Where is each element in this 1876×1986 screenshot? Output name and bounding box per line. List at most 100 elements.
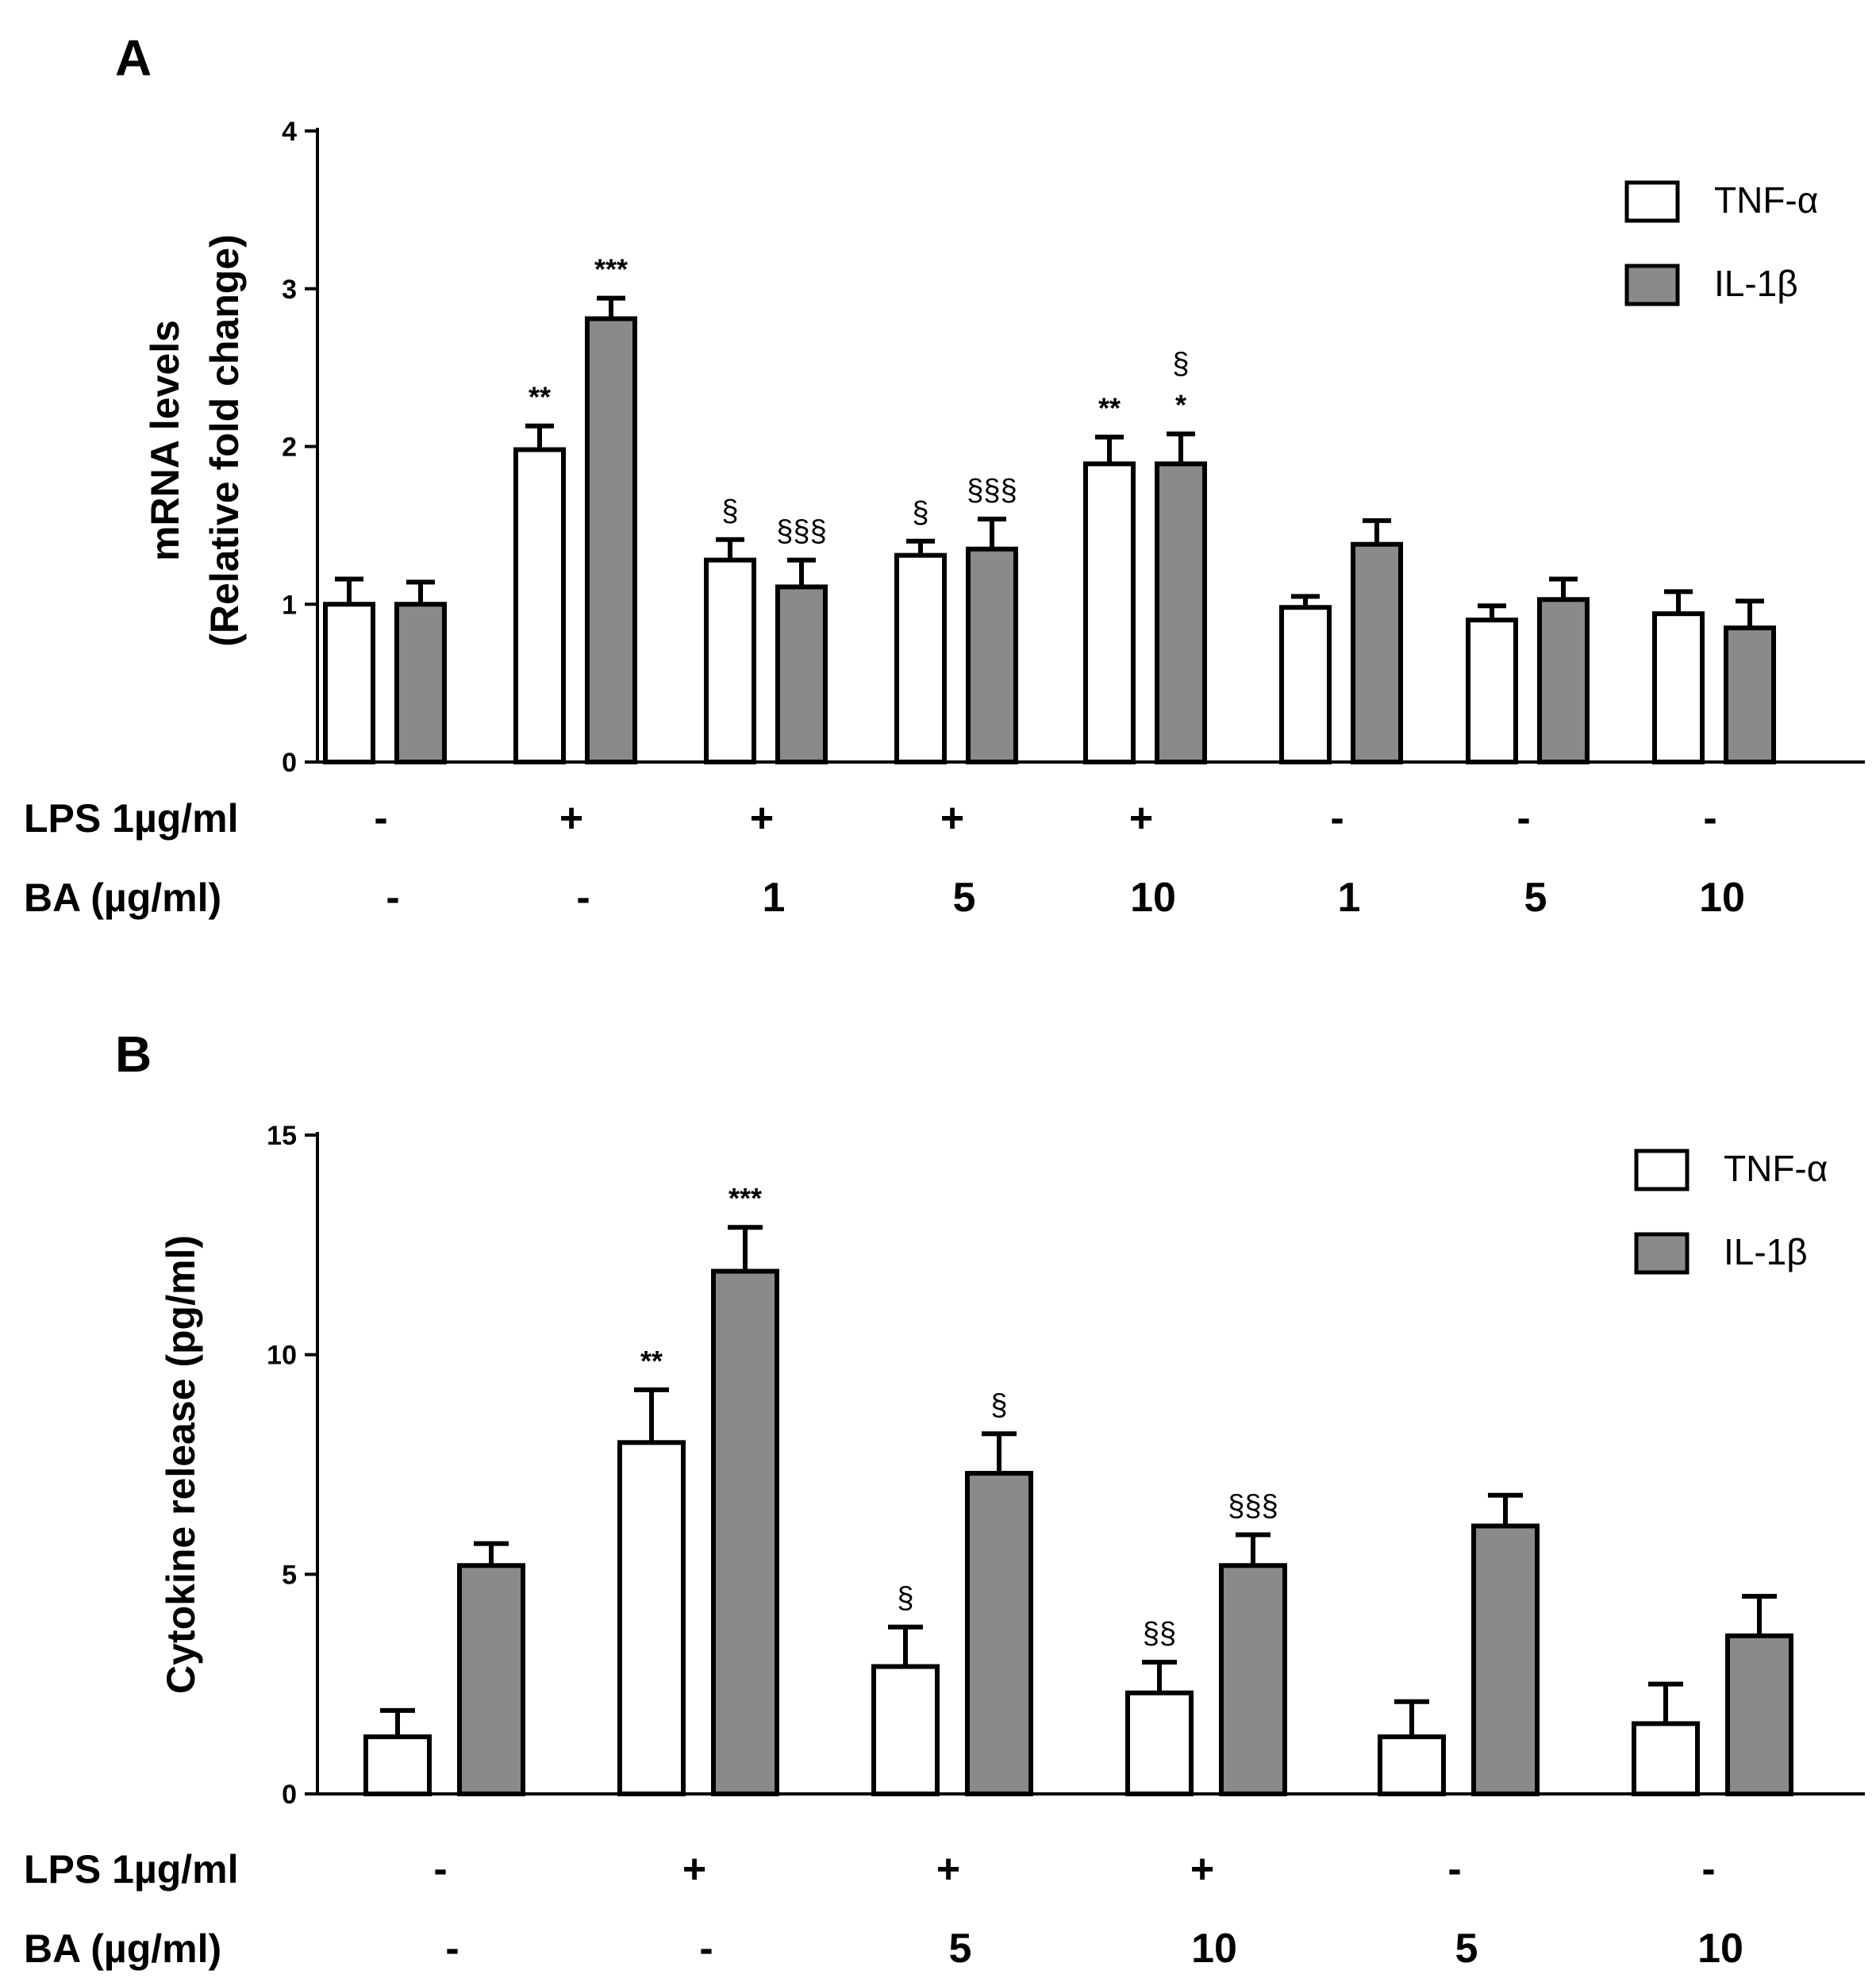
lps-value: + [936,1846,960,1892]
ba-value: 10 [1697,1926,1743,1972]
panel-a: A 0 1 2 3 4 mRNA levels (Relative fold change) T… [24,29,1865,921]
bar [513,447,566,764]
panel-letter: A [115,29,152,87]
ba-value: - [386,875,399,921]
legend-label: TNF-α [1714,179,1818,221]
bar [1279,605,1332,764]
y-axis-title: (Relative fold change) [202,234,247,647]
ba-value: 10 [1699,875,1745,921]
bar [1083,461,1136,764]
bar [1471,1523,1540,1796]
bar [894,552,947,764]
panel-b: B 0 5 10 15 Cytokine release (pg/ml) TNF-α IL-1… [24,1026,1865,1972]
ba-value: 10 [1130,875,1176,921]
lps-value: + [750,795,774,841]
ba-value: - [699,1926,713,1972]
lps-value: - [433,1846,447,1892]
significance-label: §§§ [1228,1490,1278,1523]
bar [363,1734,432,1796]
ba-value: 5 [949,1926,972,1972]
lps-value: - [1330,795,1344,841]
lps-value: - [374,795,387,841]
y-tick-label: 0 [282,748,297,778]
lps-value: + [1129,795,1153,841]
ba-value: 5 [953,875,976,921]
y-tick-label: 4 [282,117,297,147]
bar [1725,1633,1793,1797]
ba-value: - [445,1926,459,1972]
y-axis-title: mRNA levels [143,320,187,561]
bar [394,602,447,764]
bar [457,1563,525,1797]
ba-value: 1 [1338,875,1361,921]
y-tick-label: 5 [282,1560,297,1590]
bar [775,584,828,765]
significance-label: §§ [1143,1617,1176,1650]
y-tick-label: 0 [282,1780,297,1810]
legend-swatch [1624,264,1680,306]
ba-value: 5 [1455,1926,1478,1972]
bar [1155,461,1207,764]
condition-row-label: BA (µg/ml) [24,1926,221,1971]
bar [1724,625,1776,764]
ba-value: 1 [763,875,786,921]
lps-value: - [1701,1846,1715,1892]
panel-letter: B [115,1026,152,1083]
significance-label: § [990,1388,1007,1422]
ba-value: 10 [1191,1926,1237,1972]
bar [585,316,637,764]
y-tick-label: 2 [282,433,297,463]
legend-label: IL-1β [1724,1231,1808,1272]
condition-row-label: LPS 1µg/ml [24,796,239,841]
bar [1351,541,1403,764]
significance-label: § [1172,348,1189,381]
legend-swatch [1634,1149,1690,1191]
y-axis-title: Cytokine release (pg/ml) [159,1235,203,1694]
bar [1466,618,1518,764]
significance-label: *** [594,253,628,286]
significance-label: * [1175,389,1186,421]
significance-label: §§§ [776,515,826,548]
bar [704,557,756,764]
bar [323,602,375,764]
significance-label: *** [728,1182,762,1214]
bar [1632,1721,1700,1796]
y-tick-label: 1 [282,590,297,620]
bar [1652,611,1705,764]
bar [1378,1734,1446,1796]
significance-label: ** [529,381,551,414]
significance-label: ** [1098,392,1121,425]
bar [1537,597,1590,764]
lps-value: + [940,795,964,841]
significance-label: § [897,1582,913,1615]
lps-value: - [1703,795,1716,841]
bar [617,1440,686,1797]
lps-value: + [682,1846,706,1892]
lps-value: - [1517,795,1530,841]
legend-label: TNF-α [1724,1148,1828,1189]
significance-label: ** [640,1345,663,1377]
lps-value: + [559,795,583,841]
significance-label: § [721,495,738,528]
ba-value: 5 [1524,875,1547,921]
condition-row-label: BA (µg/ml) [24,876,221,920]
ba-value: - [576,875,590,921]
significance-label: §§§ [967,474,1017,507]
y-tick-label: 3 [282,275,297,305]
significance-label: § [912,496,928,529]
condition-row-label: LPS 1µg/ml [24,1847,239,1892]
bar [1125,1690,1194,1797]
legend-label: IL-1β [1714,263,1798,304]
y-tick-label: 15 [267,1121,297,1151]
bar [965,1471,1033,1796]
y-tick-label: 10 [267,1341,297,1371]
bar [966,546,1018,764]
bar [871,1664,940,1797]
legend-swatch [1624,180,1680,223]
bar [1219,1563,1287,1797]
lps-value: - [1447,1846,1461,1892]
lps-value: + [1190,1846,1214,1892]
legend-swatch [1634,1232,1690,1275]
bar [711,1268,779,1796]
